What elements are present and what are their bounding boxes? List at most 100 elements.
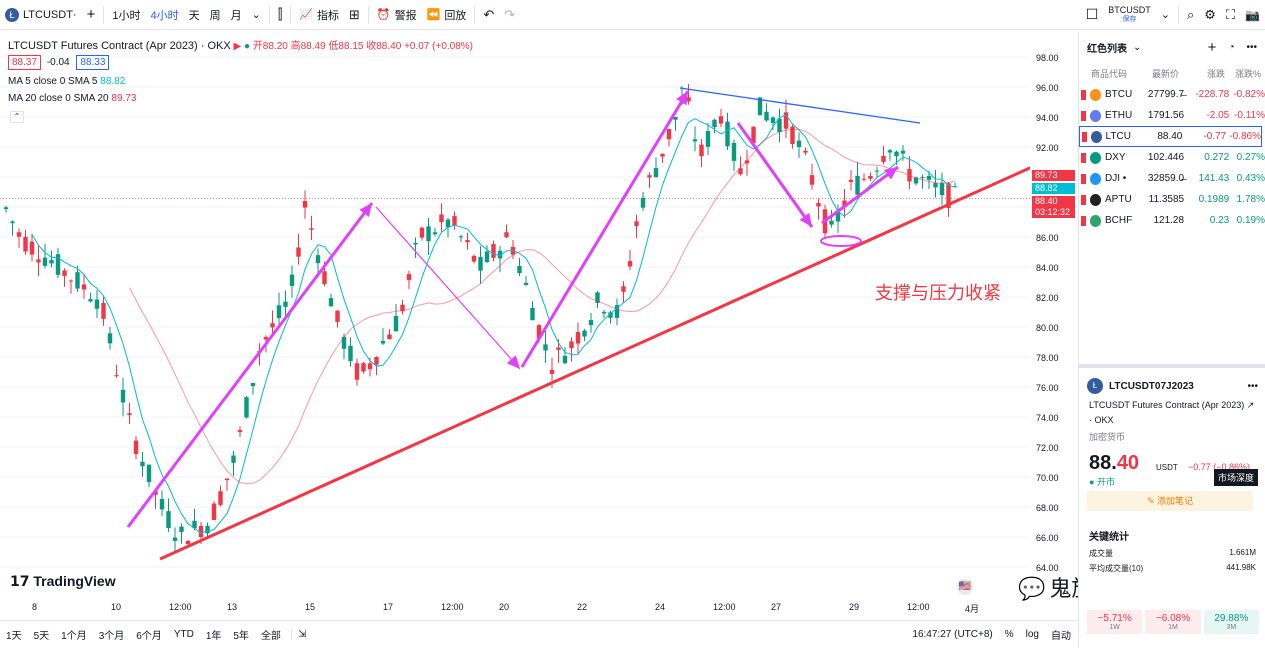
alert-button[interactable]: ⏰ 警报: [376, 9, 417, 22]
watchlist-columns: 商品代码 最新价 涨跌 涨跌%: [1079, 63, 1265, 84]
performance-tile[interactable]: −6.08% 1M: [1145, 610, 1201, 634]
layout-dropdown-icon[interactable]: ⌄: [1160, 9, 1170, 21]
flag-icon[interactable]: [1081, 194, 1086, 205]
clock-time[interactable]: 16:47:27 (UTC+8): [912, 629, 993, 640]
candle-body: [894, 151, 899, 157]
watchlist-pct: 1.78%: [1236, 194, 1265, 205]
watchlist-row[interactable]: DJI • 32859.0̶ 141.43 0.43%: [1079, 168, 1265, 189]
more-icon[interactable]: •••: [1247, 380, 1258, 392]
chart-canvas[interactable]: [0, 31, 1030, 600]
range-1y[interactable]: 1年: [205, 631, 222, 642]
ma5-legend[interactable]: MA 5 close 0 SMA 5 88.82: [8, 76, 126, 87]
price-tick: 82.00: [1036, 293, 1059, 303]
watchlist-row[interactable]: LTCU 88.40 -0.77 -0.86%: [1079, 126, 1262, 147]
right-panel: 红色列表 ⌄ + ◔ ••• 商品代码 最新价 涨跌 涨跌% BTCU 27799…: [1078, 31, 1265, 648]
watchlist-row[interactable]: BTCU 27799.7̶ -228.78 -0.82%: [1079, 84, 1265, 105]
wave-arrow: [126, 202, 374, 528]
indicators-button[interactable]: 📈 指标: [299, 9, 339, 22]
time-tick: 29: [849, 602, 860, 612]
percent-toggle[interactable]: %: [1004, 629, 1014, 640]
wave-arrow: [520, 90, 690, 368]
goto-date-icon[interactable]: ⇲: [290, 629, 312, 640]
interval-dropdown-icon[interactable]: ⌄: [251, 9, 261, 21]
detail-name[interactable]: LTCUSDT Futures Contract (Apr 2023) ↗: [1089, 400, 1255, 410]
range-1d[interactable]: 1天: [6, 631, 22, 642]
detail-symbol[interactable]: LTCUSDT07J2023: [1109, 380, 1194, 392]
interval-4h[interactable]: 4小时: [150, 9, 179, 22]
time-axis[interactable]: 8 10 12:00 13 15 17 12:00 20 22 24 12:00 27 29 12:00 4…: [0, 600, 1077, 618]
camera-icon[interactable]: 📷: [1245, 7, 1260, 22]
market-depth-tooltip[interactable]: 市场深度: [1214, 469, 1259, 486]
flag-icon[interactable]: [1081, 152, 1086, 163]
col-change[interactable]: 涨跌: [1206, 69, 1225, 79]
range-3m[interactable]: 3个月: [98, 631, 125, 642]
layout-switcher[interactable]: BTCUSDT 保存: [1108, 4, 1151, 23]
symbol-search[interactable]: Ł LTCUSDT·: [0, 0, 82, 30]
watchlist-title[interactable]: 红色列表: [1087, 43, 1127, 55]
range-5y[interactable]: 5年: [233, 631, 249, 642]
col-symbol[interactable]: 商品代码: [1091, 69, 1128, 79]
ask-box[interactable]: 88.33: [76, 55, 110, 70]
flag-icon[interactable]: [1082, 131, 1087, 142]
add-symbol-icon[interactable]: +: [1207, 38, 1217, 56]
fullscreen-icon[interactable]: ⛶: [1225, 6, 1236, 22]
layout-square-icon[interactable]: ☐: [1085, 6, 1099, 22]
log-toggle[interactable]: log: [1025, 629, 1039, 640]
candle-body: [419, 227, 425, 238]
watchlist-row[interactable]: APTU 11.3585 0.1989 1.78%: [1079, 189, 1265, 210]
redo-icon[interactable]: ↷: [504, 6, 516, 22]
price-axis[interactable]: 98.0096.0094.0092.0090.0088.0086.0084.00…: [1030, 31, 1077, 600]
range-5d[interactable]: 5天: [33, 631, 50, 642]
ma20-price-label: 89.73: [1032, 170, 1075, 181]
candle-body: [861, 178, 867, 180]
range-6m[interactable]: 6个月: [136, 631, 162, 642]
price-tick: 80.00: [1036, 323, 1059, 333]
range-1m[interactable]: 1个月: [61, 631, 87, 642]
candle-body: [36, 259, 41, 263]
interval-1h[interactable]: 1小时: [112, 9, 141, 22]
bid-box[interactable]: 88.37: [8, 55, 42, 70]
chart-area[interactable]: LTCUSDT Futures Contract (Apr 2023) · OK…: [0, 31, 1159, 601]
advanced-view-icon[interactable]: ◔: [1228, 41, 1235, 53]
candle-body: [127, 413, 132, 415]
detail-category[interactable]: 加密货币: [1089, 432, 1126, 442]
range-ytd[interactable]: YTD: [173, 629, 194, 640]
candle-body: [686, 97, 691, 102]
col-pct[interactable]: 涨跌%: [1234, 69, 1261, 79]
watchlist-row[interactable]: DXY 102.446 0.272 0.27%: [1079, 147, 1265, 168]
ma20-legend[interactable]: MA 20 close 0 SMA 20 89.73: [8, 93, 137, 104]
chevron-down-icon[interactable]: ⌄: [1133, 41, 1142, 53]
settings-gear-icon[interactable]: ⚙: [1204, 6, 1216, 22]
candle-body: [848, 179, 854, 183]
range-all[interactable]: 全部: [260, 631, 281, 642]
candle-body: [205, 525, 210, 534]
replay-button[interactable]: ⏪ 回放: [426, 9, 467, 22]
interval-1m[interactable]: 月: [230, 9, 242, 22]
candle-body: [816, 202, 821, 207]
candle-body: [263, 336, 269, 340]
price-tick: 96.00: [1036, 83, 1059, 93]
candle-body: [237, 430, 243, 433]
performance-tile[interactable]: −5.71% 1W: [1087, 610, 1143, 634]
candle-body: [653, 168, 659, 177]
auto-toggle[interactable]: 自动: [1051, 631, 1071, 642]
performance-tile[interactable]: 29.88% 3M: [1203, 610, 1259, 634]
add-note-button[interactable]: ✎ 添加笔记: [1087, 491, 1253, 511]
chart-type-candles-icon[interactable]: ⫿: [277, 6, 283, 22]
watchlist-row[interactable]: ETHU 1791.56 -2.05 -0.11%: [1079, 105, 1265, 126]
flag-icon[interactable]: [1081, 215, 1086, 226]
col-last[interactable]: 最新价: [1151, 69, 1179, 79]
undo-icon[interactable]: ↶: [483, 6, 495, 22]
compare-button[interactable]: +: [86, 6, 96, 23]
flag-icon[interactable]: [1081, 89, 1086, 100]
flag-icon[interactable]: [1081, 110, 1086, 121]
flag-icon[interactable]: [1081, 173, 1086, 184]
legend-open: 开88.20: [252, 41, 288, 52]
interval-1w[interactable]: 周: [209, 9, 221, 22]
interval-1d[interactable]: 天: [188, 9, 200, 22]
layout-grid-icon[interactable]: ⊞: [349, 6, 360, 22]
watchlist-row[interactable]: BCHF 121.28 0.23 0.19%: [1079, 210, 1265, 231]
search-icon[interactable]: ⌕: [1187, 6, 1195, 22]
more-icon[interactable]: •••: [1246, 41, 1257, 53]
collapse-legend-icon[interactable]: ⌃: [10, 111, 24, 123]
